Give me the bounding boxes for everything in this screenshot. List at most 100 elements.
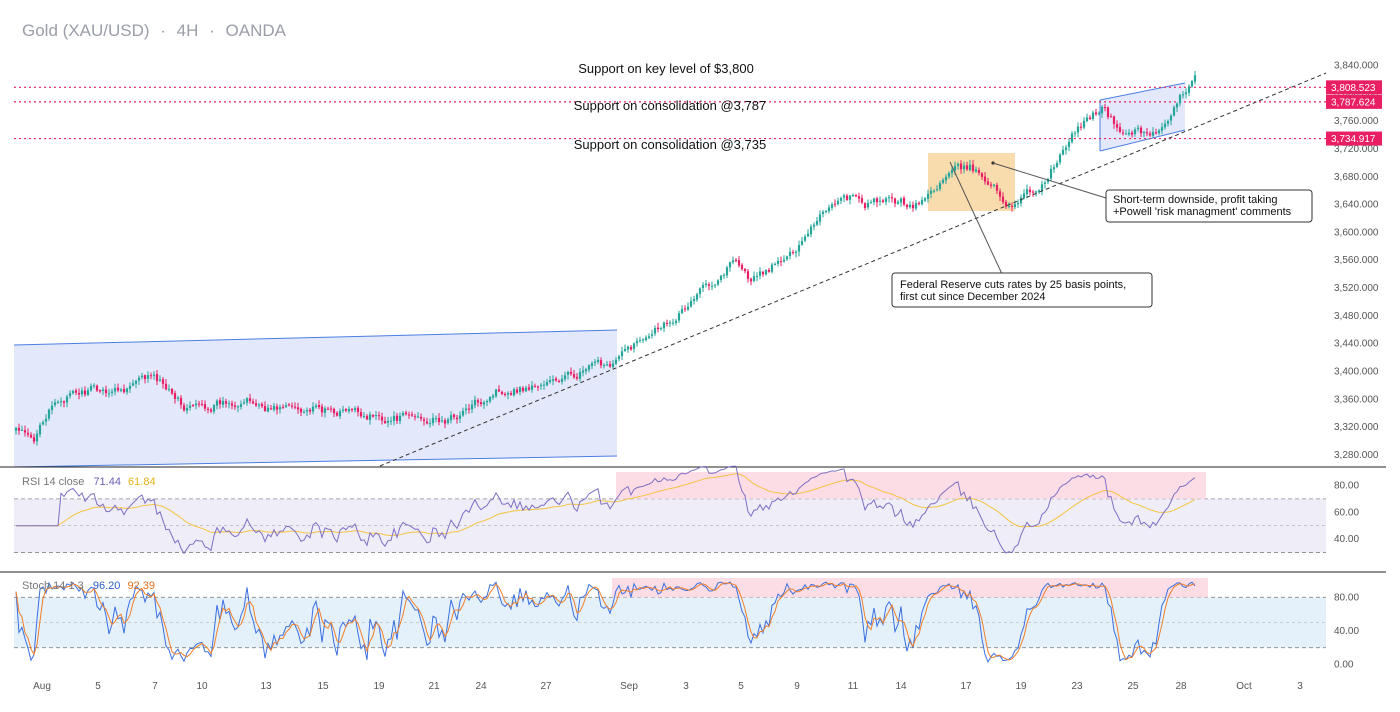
- candle[interactable]: [50, 401, 54, 415]
- candle[interactable]: [185, 403, 189, 415]
- candle[interactable]: [473, 395, 477, 409]
- candle[interactable]: [959, 160, 963, 174]
- candle[interactable]: [644, 335, 648, 342]
- candle[interactable]: [344, 408, 348, 413]
- candle[interactable]: [1139, 125, 1143, 137]
- candle[interactable]: [914, 199, 918, 211]
- candle[interactable]: [125, 387, 129, 395]
- candle[interactable]: [116, 383, 120, 393]
- candle[interactable]: [578, 368, 582, 382]
- candle[interactable]: [353, 406, 357, 413]
- candle[interactable]: [365, 413, 369, 421]
- candle[interactable]: [671, 318, 675, 326]
- candle[interactable]: [1193, 71, 1197, 85]
- candle[interactable]: [1130, 130, 1134, 138]
- candle[interactable]: [980, 172, 984, 180]
- candle[interactable]: [371, 413, 375, 418]
- candle[interactable]: [164, 378, 168, 391]
- price-axis[interactable]: 3,840.0003,800.0003,760.0003,720.0003,68…: [1326, 60, 1382, 461]
- candle[interactable]: [1169, 113, 1173, 126]
- candle[interactable]: [989, 181, 993, 189]
- candle[interactable]: [197, 400, 201, 408]
- candle[interactable]: [911, 201, 915, 212]
- candle[interactable]: [1019, 194, 1023, 207]
- candle[interactable]: [422, 417, 426, 426]
- candle[interactable]: [602, 363, 606, 369]
- candle[interactable]: [1148, 131, 1152, 137]
- candle[interactable]: [440, 415, 444, 423]
- candle[interactable]: [482, 400, 486, 409]
- candle[interactable]: [875, 196, 879, 208]
- candle[interactable]: [1037, 189, 1041, 195]
- candle[interactable]: [719, 274, 723, 283]
- candle[interactable]: [713, 283, 717, 288]
- candle[interactable]: [986, 177, 990, 186]
- candle[interactable]: [905, 203, 909, 210]
- candle[interactable]: [464, 403, 468, 415]
- candle[interactable]: [698, 287, 702, 298]
- candle[interactable]: [1124, 129, 1128, 135]
- candle[interactable]: [497, 385, 501, 393]
- candle[interactable]: [674, 318, 678, 326]
- candle[interactable]: [803, 234, 807, 243]
- candle[interactable]: [887, 195, 891, 203]
- candle[interactable]: [641, 338, 645, 344]
- candle[interactable]: [722, 273, 726, 280]
- candle[interactable]: [71, 389, 75, 395]
- candle[interactable]: [425, 417, 429, 425]
- candle[interactable]: [983, 172, 987, 185]
- candle[interactable]: [278, 404, 282, 414]
- candle[interactable]: [245, 397, 249, 406]
- candle[interactable]: [584, 367, 588, 375]
- candle[interactable]: [323, 406, 327, 418]
- candle[interactable]: [434, 415, 438, 423]
- candle[interactable]: [1094, 108, 1098, 116]
- candle[interactable]: [845, 193, 849, 201]
- candle[interactable]: [512, 387, 516, 397]
- candle[interactable]: [572, 370, 576, 379]
- candle[interactable]: [1106, 106, 1110, 120]
- candle[interactable]: [221, 396, 225, 408]
- candle[interactable]: [1163, 119, 1167, 130]
- candle[interactable]: [902, 195, 906, 207]
- candle[interactable]: [467, 403, 471, 414]
- candle[interactable]: [668, 320, 672, 328]
- candle[interactable]: [269, 405, 273, 410]
- candle[interactable]: [32, 433, 36, 444]
- candle[interactable]: [338, 408, 342, 420]
- candle[interactable]: [665, 319, 669, 327]
- candle[interactable]: [284, 402, 288, 409]
- candle[interactable]: [107, 388, 111, 398]
- candle[interactable]: [491, 393, 495, 400]
- candle[interactable]: [224, 398, 228, 408]
- candle[interactable]: [1181, 90, 1185, 99]
- candle[interactable]: [263, 401, 267, 412]
- candle[interactable]: [821, 210, 825, 218]
- candle[interactable]: [1076, 122, 1080, 138]
- candle[interactable]: [1055, 160, 1059, 169]
- candle[interactable]: [872, 197, 876, 206]
- candle[interactable]: [1025, 184, 1029, 199]
- candle[interactable]: [1064, 144, 1068, 155]
- candle[interactable]: [80, 387, 84, 397]
- candle[interactable]: [1028, 186, 1032, 196]
- candle[interactable]: [605, 361, 609, 367]
- candle[interactable]: [701, 282, 705, 293]
- candle[interactable]: [137, 375, 141, 386]
- candle[interactable]: [998, 188, 1002, 201]
- candle[interactable]: [791, 249, 795, 255]
- candle[interactable]: [1136, 124, 1140, 132]
- candle[interactable]: [209, 407, 213, 414]
- rsi-legend[interactable]: RSI 14 close 71.44 61.84: [22, 476, 156, 488]
- candle[interactable]: [617, 354, 621, 362]
- candle[interactable]: [143, 374, 147, 384]
- candle[interactable]: [386, 416, 390, 428]
- candle[interactable]: [686, 302, 690, 311]
- candle[interactable]: [281, 404, 285, 409]
- candle[interactable]: [692, 295, 696, 305]
- candle[interactable]: [488, 396, 492, 404]
- candle[interactable]: [14, 426, 18, 435]
- candle[interactable]: [254, 399, 258, 408]
- candle[interactable]: [557, 379, 561, 383]
- candle[interactable]: [362, 411, 366, 419]
